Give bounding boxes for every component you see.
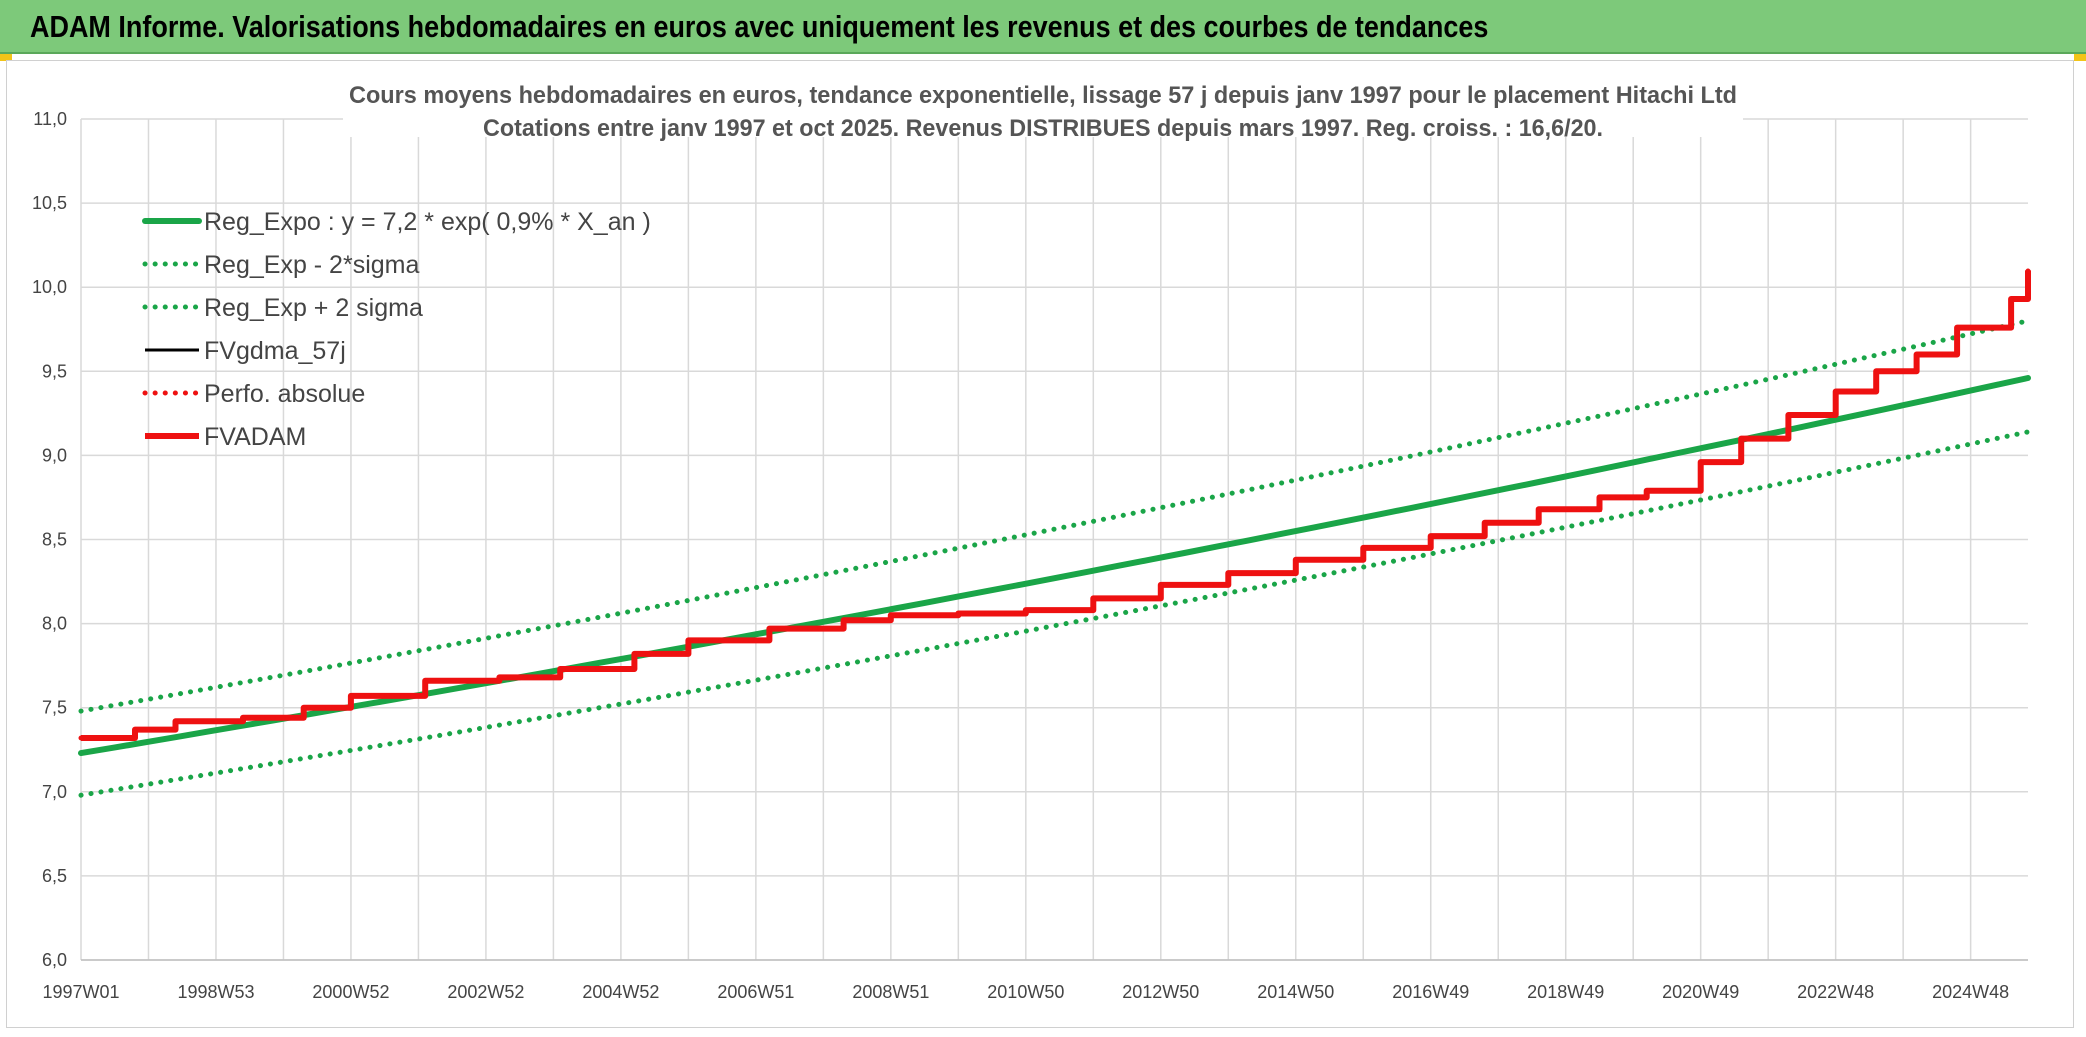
- y-tick-label: 11,0: [33, 109, 67, 129]
- title-background: [343, 73, 1743, 137]
- series-line-reg-exp-1: [78, 429, 2031, 798]
- corner-marker-left: [0, 54, 12, 61]
- x-tick-label: 2010W50: [987, 982, 1064, 1002]
- legend-label: FVADAM: [204, 423, 306, 451]
- report-title: ADAM Informe. Valorisations hebdomadaire…: [30, 9, 1489, 44]
- y-tick-label: 10,0: [32, 277, 67, 297]
- x-tick-label: 2012W50: [1122, 982, 1199, 1002]
- legend-label: Reg_Exp - 2*sigma: [204, 251, 419, 279]
- legend: Reg_Expo : y = 7,2 * exp( 0,9% * X_an ) R…: [142, 208, 651, 451]
- series-line-perfo--4: [78, 267, 2031, 741]
- y-tick-label: 7,5: [42, 698, 67, 718]
- y-axis-tick-labels: 6,0 6,5 7,0 7,5 8,0 8,5 9,0 9,5 10,0 10,5 11,0: [32, 109, 67, 970]
- legend-label: Reg_Expo : y = 7,2 * exp( 0,9% * X_an ): [204, 208, 651, 236]
- chart-subtitle: Cotations entre janv 1997 et oct 2025. R…: [483, 115, 1603, 142]
- x-tick-label: 2016W49: [1392, 982, 1469, 1002]
- y-tick-label: 8,5: [42, 530, 67, 550]
- x-tick-label: 2008W51: [852, 982, 929, 1002]
- x-tick-label: 2022W48: [1797, 982, 1874, 1002]
- x-tick-label: 2020W49: [1662, 982, 1739, 1002]
- legend-label: FVgdma_57j: [204, 337, 346, 365]
- x-tick-label: 2000W52: [312, 982, 389, 1002]
- horizontal-gridlines: [81, 118, 2028, 961]
- y-tick-label: 10,5: [32, 193, 67, 213]
- series-line-fvadam-5: [81, 270, 2031, 741]
- y-tick-label: 9,5: [42, 361, 67, 381]
- series-layer: [78, 267, 2031, 798]
- x-tick-label: 2006W51: [717, 982, 794, 1002]
- x-tick-label: 2018W49: [1527, 982, 1604, 1002]
- series-line-reg-exp-2: [78, 318, 2031, 714]
- corner-marker-right: [2074, 54, 2086, 61]
- chart-area: 6,0 6,5 7,0 7,5 8,0 8,5 9,0 9,5 10,0 10,5 11,0 199…: [6, 60, 2074, 1028]
- x-tick-label: 2024W48: [1932, 982, 2009, 1002]
- x-tick-label: 2004W52: [582, 982, 659, 1002]
- y-tick-label: 6,0: [42, 950, 67, 970]
- chart-svg: 6,0 6,5 7,0 7,5 8,0 8,5 9,0 9,5 10,0 10,5 11,0 199…: [32, 73, 2031, 1002]
- legend-label: Perfo. absolue: [204, 380, 365, 408]
- x-axis-tick-labels: 1997W01 1998W53 2000W52 2002W52 2004W52 2006W…: [42, 982, 2009, 1002]
- x-tick-label: 2014W50: [1257, 982, 1334, 1002]
- x-tick-label: 1997W01: [42, 982, 119, 1002]
- x-tick-label: 1998W53: [177, 982, 254, 1002]
- series-line-fvgdma-57j-3: [81, 270, 2030, 740]
- y-tick-label: 8,0: [42, 614, 67, 634]
- y-tick-label: 7,0: [42, 782, 67, 802]
- y-tick-label: 9,0: [42, 445, 67, 465]
- y-tick-label: 6,5: [42, 866, 67, 886]
- chart-title: Cours moyens hebdomadaires en euros, ten…: [349, 82, 1737, 109]
- vertical-gridlines: [80, 119, 1972, 960]
- legend-label: Reg_Exp + 2 sigma: [204, 294, 423, 322]
- title-banner: ADAM Informe. Valorisations hebdomadaire…: [0, 0, 2086, 54]
- x-tick-label: 2002W52: [447, 982, 524, 1002]
